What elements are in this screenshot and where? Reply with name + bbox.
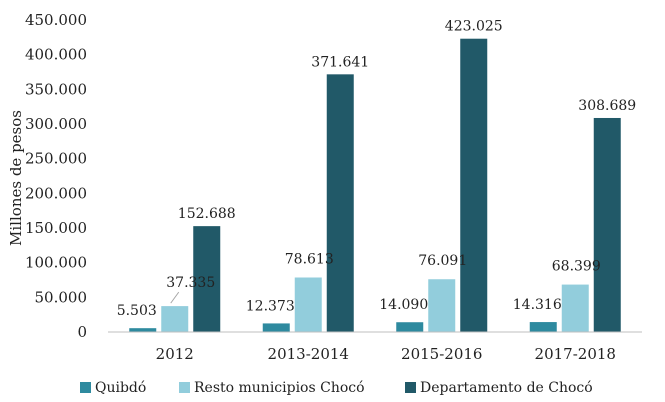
data-label-3-3: 423.025 <box>445 19 503 35</box>
bar-1-4 <box>529 322 557 332</box>
y-tick-label: 200.000 <box>25 184 87 202</box>
data-label-2-1: 37.335 <box>166 275 215 291</box>
x-axis: 2012 2013-2014 2015-2016 2017-2018 <box>156 345 616 363</box>
y-axis: 0 50.000 100.000 150.000 200.000 250.000 300.0… <box>25 11 87 341</box>
y-tick-label: 250.000 <box>25 150 87 168</box>
legend-swatch-1 <box>80 382 91 393</box>
y-tick-label: 0 <box>77 323 87 341</box>
x-tick-label: 2012 <box>156 345 194 363</box>
bar-3-3 <box>460 38 488 332</box>
bar-1-3 <box>396 322 424 332</box>
legend-swatch-2 <box>179 382 190 393</box>
bar-2-3 <box>428 279 456 332</box>
data-label-1-4: 14.316 <box>513 297 562 313</box>
data-label-1-3: 14.090 <box>379 297 428 313</box>
legend-label-3: Departamento de Chocó <box>420 380 593 396</box>
data-label-3-1: 152.688 <box>178 206 236 222</box>
bar-3-4 <box>593 117 621 333</box>
data-labels: 5.503 37.335 152.688 12.373 78.613 371.641 14.… <box>117 19 637 319</box>
data-label-2-2: 78.613 <box>285 251 334 267</box>
x-tick-label: 2013-2014 <box>268 345 349 363</box>
data-label-leader <box>170 291 180 304</box>
x-tick-label: 2015-2016 <box>401 345 482 363</box>
data-label-1-1: 5.503 <box>117 303 157 319</box>
y-tick-label: 450.000 <box>25 11 87 29</box>
y-tick-label: 100.000 <box>25 254 87 272</box>
data-label-1-2: 12.373 <box>246 298 295 314</box>
bar-2-2 <box>294 277 322 332</box>
y-axis-label: Millones de pesos <box>7 110 25 246</box>
bar-2-1 <box>161 306 189 332</box>
legend-label-1: Quibdó <box>95 380 146 396</box>
legend-label-2: Resto municipios Chocó <box>194 380 365 396</box>
y-tick-label: 50.000 <box>35 288 88 306</box>
data-label-3-2: 371.641 <box>311 54 369 70</box>
legend: Quibdó Resto municipios Chocó Departamento… <box>80 380 593 396</box>
data-label-3-4: 308.689 <box>578 98 636 114</box>
bar-3-1 <box>193 226 221 332</box>
y-tick-label: 350.000 <box>25 80 87 98</box>
y-tick-label: 150.000 <box>25 219 87 237</box>
y-tick-label: 400.000 <box>25 46 87 64</box>
bar-1-2 <box>262 323 290 332</box>
x-tick-label: 2017-2018 <box>535 345 616 363</box>
bar-2-4 <box>561 284 589 332</box>
y-tick-label: 300.000 <box>25 115 87 133</box>
legend-swatch-3 <box>405 382 416 393</box>
data-label-2-4: 68.399 <box>552 259 601 275</box>
bars <box>129 38 621 333</box>
bar-3-2 <box>326 74 354 332</box>
bar-1-1 <box>129 328 157 332</box>
data-label-2-3: 76.091 <box>418 253 467 269</box>
